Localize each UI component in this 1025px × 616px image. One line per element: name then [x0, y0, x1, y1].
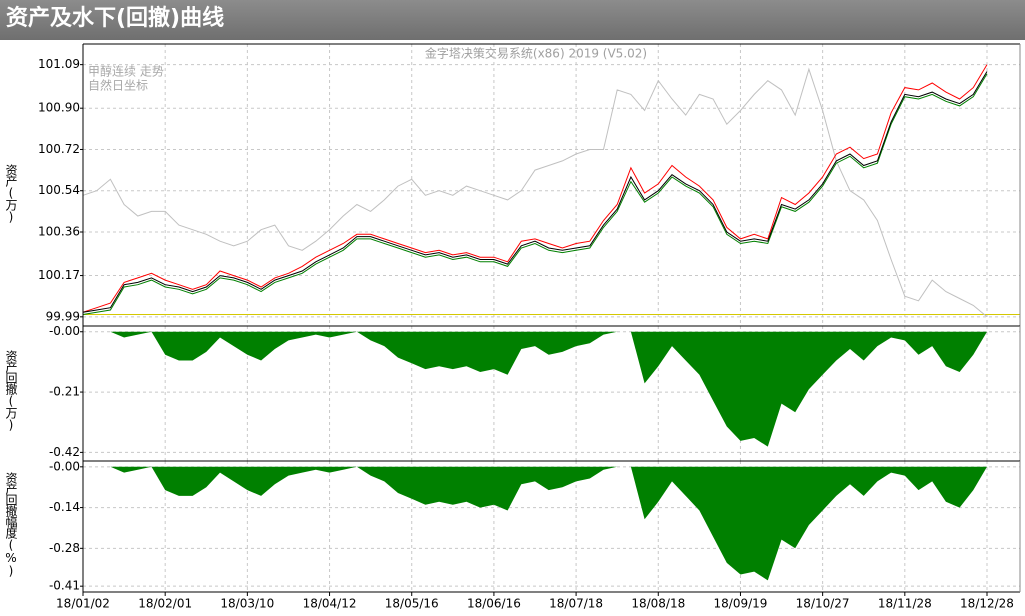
y-tick-label: -0.42	[49, 445, 80, 459]
series-line	[82, 71, 988, 313]
x-tick-label: 18/03/10	[220, 597, 274, 611]
chart-subtitle: 金字塔决策交易系统(x86) 2019 (V5.02)	[425, 46, 647, 61]
x-tick-label: 18/06/16	[467, 597, 521, 611]
x-tick-label: 18/11/28	[878, 597, 932, 611]
x-tick-label: 18/04/12	[303, 597, 357, 611]
series-line	[82, 64, 988, 313]
y-axis-label: 资产回撤幅度(%)	[4, 472, 18, 577]
drawdown-area	[83, 331, 987, 447]
x-tick-label: 18/10/27	[796, 597, 850, 611]
x-tick-label: 18/08/18	[631, 597, 685, 611]
window-title: 资产及水下(回撤)曲线	[0, 0, 1025, 40]
y-tick-label: -0.14	[49, 500, 80, 514]
y-tick-label: 100.72	[38, 142, 80, 156]
y-tick-label: 100.54	[38, 183, 80, 197]
annotation: 自然日坐标	[88, 78, 148, 93]
x-tick-label: 18/07/18	[549, 597, 603, 611]
y-tick-label: 101.09	[38, 57, 80, 71]
y-axis-label: 资产回撤(万)	[4, 350, 18, 431]
x-tick-label: 18/02/01	[138, 597, 192, 611]
y-axis-label: 资产(万)	[4, 164, 18, 223]
y-tick-label: -0.41	[49, 579, 80, 593]
series-label: 甲醇连续 走势	[88, 64, 164, 79]
y-tick-label: -0.00	[49, 459, 80, 473]
y-tick-label: 100.17	[38, 268, 80, 282]
x-tick-label: 18/12/28	[960, 597, 1014, 611]
y-tick-label: 100.36	[38, 225, 80, 239]
x-tick-label: 18/05/16	[385, 597, 439, 611]
y-tick-label: 100.90	[38, 101, 80, 115]
y-tick-label: -0.28	[49, 541, 80, 555]
x-tick-label: 18/09/19	[714, 597, 768, 611]
y-tick-label: -0.21	[49, 385, 80, 399]
series-line	[82, 73, 988, 315]
x-tick-label: 18/01/02	[56, 597, 110, 611]
y-tick-label: 99.99	[46, 309, 80, 323]
y-tick-label: -0.00	[49, 324, 80, 338]
drawdown-area	[83, 466, 987, 581]
